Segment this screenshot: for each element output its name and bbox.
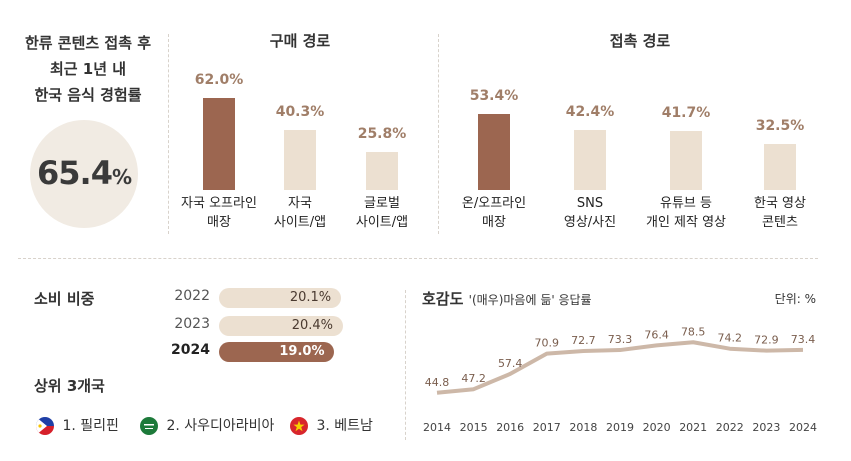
contact-path-title: 접촉 경로 [609, 32, 671, 50]
share-year-1: 2023 [174, 316, 210, 332]
purchase-bar-0 [203, 98, 235, 190]
favorability-series-line [436, 340, 804, 395]
favorability-line-chart: 44.8 2014 47.2 2015 57.4 2016 70.9 2017 72.7 2018… [423, 325, 817, 434]
contact-value-2: 41.7% [661, 104, 711, 121]
philippines-flag-icon [36, 417, 54, 435]
point-label-2020: 76.4 [644, 328, 669, 341]
experience-rate-value: 65.4% [28, 154, 140, 192]
contact-label-2-line-1: 개인 제작 영상 [645, 215, 727, 230]
x-tick-2021: 2021 [679, 421, 707, 434]
contact-bar-3 [764, 143, 796, 190]
favorability-title: 호감도 '(매우)마음에 듦' 응답률 [422, 288, 592, 309]
purchase-path-title: 구매 경로 [269, 32, 331, 50]
saudi-arabia-flag-icon [140, 417, 158, 435]
purchase-label-2-line-0: 글로벌 [364, 196, 400, 211]
purchase-label-1-line-0: 자국 [288, 196, 312, 211]
title-line-1: 한류 콘텐츠 접촉 후 [24, 34, 152, 52]
divider-horizontal [18, 258, 818, 259]
unit-label: 단위: % [774, 292, 816, 306]
country-item-vietnam: 3. 베트남 [290, 415, 373, 435]
favorability-title-main: 호감도 [422, 290, 464, 308]
x-tick-2022: 2022 [716, 421, 744, 434]
x-tick-2016: 2016 [496, 421, 524, 434]
purchase-bar-1 [284, 130, 316, 190]
contact-bar-1 [574, 129, 606, 190]
country-item-philippines: 1. 필리핀 [36, 415, 119, 435]
contact-value-3: 32.5% [755, 117, 805, 134]
point-label-2022: 74.2 [718, 332, 743, 345]
contact-label-3-line-1: 콘텐츠 [762, 215, 798, 230]
purchase-value-0: 62.0% [194, 72, 244, 89]
favorability-subtitle: '(매우)마음에 듦' 응답률 [468, 293, 592, 307]
contact-value-0: 53.4% [469, 88, 519, 105]
x-tick-2024: 2024 [789, 421, 817, 434]
share-year-0: 2022 [174, 288, 210, 304]
divider-middle [438, 34, 439, 234]
rate-number: 65.4 [37, 154, 113, 192]
country-item-saudi-arabia: 2. 사우디아라비아 [140, 415, 274, 435]
purchase-bar-2 [366, 151, 398, 190]
contact-bar-2 [670, 130, 702, 190]
purchase-label-0-line-1: 매장 [207, 215, 231, 230]
x-tick-2018: 2018 [569, 421, 597, 434]
rate-circle [30, 120, 138, 228]
purchase-label-1-line-1: 사이트/앱 [273, 215, 327, 230]
country-label-3: 3. 베트남 [316, 418, 373, 434]
point-label-2021: 78.5 [681, 325, 706, 338]
country-label-1: 1. 필리핀 [62, 418, 119, 434]
rate-unit: % [111, 165, 132, 189]
country-label-2: 2. 사우디아라비아 [166, 418, 275, 434]
x-tick-2019: 2019 [606, 421, 634, 434]
contact-label-3-line-0: 한국 영상 [754, 196, 806, 211]
share-bar-2: 19.0% [219, 342, 335, 362]
purchase-label-2-line-1: 사이트/앱 [355, 215, 409, 230]
title-line-2: 최근 1년 내 [49, 60, 127, 78]
share-bar-0: 20.1% [219, 288, 342, 308]
x-tick-2017: 2017 [533, 421, 561, 434]
point-label-2015: 47.2 [461, 372, 486, 385]
point-label-2017: 70.9 [535, 337, 560, 350]
point-label-2019: 73.3 [608, 333, 633, 346]
share-year-2: 2024 [171, 342, 210, 358]
contact-label-1-line-1: 영상/사진 [563, 215, 617, 230]
vietnam-flag-icon [290, 417, 308, 435]
purchase-label-0-line-0: 자국 오프라인 [181, 196, 257, 211]
contact-label-1-line-0: SNS [576, 196, 604, 211]
purchase-value-1: 40.3% [275, 104, 325, 121]
point-label-2024: 73.4 [791, 333, 816, 346]
x-tick-2020: 2020 [643, 421, 671, 434]
title-line-3: 한국 음식 경험률 [34, 86, 142, 104]
point-label-2016: 57.4 [498, 357, 523, 370]
point-label-2014: 44.8 [425, 376, 450, 389]
consumption-share-title: 소비 비중 [34, 290, 95, 308]
divider-left [168, 34, 169, 234]
share-bar-1: 20.4% [219, 316, 343, 336]
contact-label-1: SNS 영상/사진 [530, 194, 650, 232]
x-tick-2014: 2014 [423, 421, 451, 434]
x-tick-2023: 2023 [752, 421, 780, 434]
point-label-2023: 72.9 [754, 334, 779, 347]
contact-label-0-line-1: 매장 [482, 215, 506, 230]
x-tick-2015: 2015 [460, 421, 488, 434]
point-label-2018: 72.7 [571, 334, 596, 347]
contact-value-1: 42.4% [565, 103, 615, 120]
contact-label-0-line-0: 온/오프라인 [461, 196, 527, 211]
contact-label-2-line-0: 유튜브 등 [660, 196, 712, 211]
divider-bottom [405, 290, 406, 440]
top3-title: 상위 3개국 [34, 377, 105, 395]
experience-rate-title: 한류 콘텐츠 접촉 후 최근 1년 내 한국 음식 경험률 [8, 30, 168, 108]
purchase-value-2: 25.8% [357, 125, 407, 142]
contact-bar-0 [478, 114, 510, 190]
